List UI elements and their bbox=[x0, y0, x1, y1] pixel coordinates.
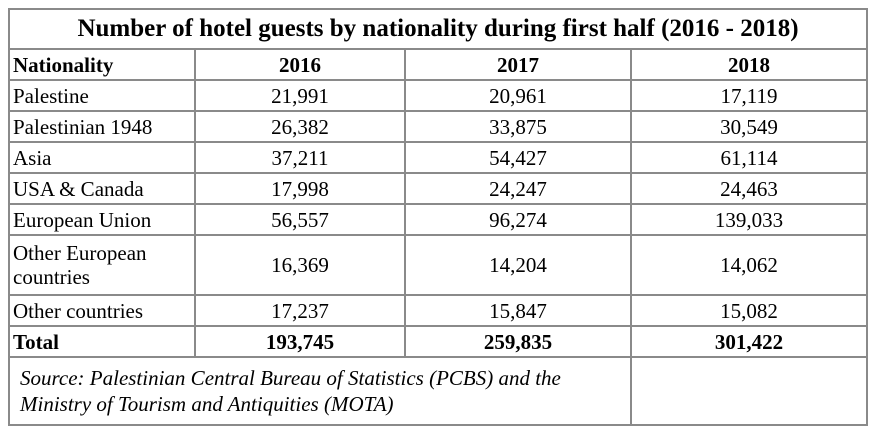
table-title: Number of hotel guests by nationality du… bbox=[7, 8, 869, 50]
cell-2018: 14,062 bbox=[629, 234, 869, 296]
cell-2017: 15,847 bbox=[404, 294, 632, 327]
total-row: Total 193,745 259,835 301,422 bbox=[8, 325, 869, 358]
row-nationality: Other countries bbox=[8, 294, 196, 327]
cell-2018: 17,119 bbox=[629, 79, 869, 112]
row-nationality: Asia bbox=[8, 141, 196, 174]
cell-2016: 26,382 bbox=[194, 110, 406, 143]
cell-2016: 21,991 bbox=[194, 79, 406, 112]
cell-2017: 20,961 bbox=[404, 79, 632, 112]
cell-2016: 17,237 bbox=[194, 294, 406, 327]
source-row: Source: Palestinian Central Bureau of St… bbox=[8, 356, 869, 426]
row-nationality: European Union bbox=[8, 203, 196, 236]
cell-2018: 61,114 bbox=[629, 141, 869, 174]
empty-cell bbox=[629, 356, 869, 426]
header-2018: 2018 bbox=[629, 48, 869, 81]
cell-2018: 30,549 bbox=[629, 110, 869, 143]
hotel-guests-table: Number of hotel guests by nationality du… bbox=[7, 8, 869, 426]
cell-2017: 96,274 bbox=[404, 203, 632, 236]
table-row: European Union 56,557 96,274 139,033 bbox=[8, 203, 869, 236]
table-row: Other countries 17,237 15,847 15,082 bbox=[8, 294, 869, 327]
header-row: Nationality 2016 2017 2018 bbox=[8, 48, 869, 81]
header-2017: 2017 bbox=[404, 48, 632, 81]
row-nationality: Palestine bbox=[8, 79, 196, 112]
table-row: Other European countries 16,369 14,204 1… bbox=[8, 234, 869, 296]
table-row: Palestine 21,991 20,961 17,119 bbox=[8, 79, 869, 112]
table-row: Palestinian 1948 26,382 33,875 30,549 bbox=[8, 110, 869, 143]
cell-2016: 17,998 bbox=[194, 172, 406, 205]
cell-2018: 15,082 bbox=[629, 294, 869, 327]
cell-2017: 54,427 bbox=[404, 141, 632, 174]
cell-2017: 33,875 bbox=[404, 110, 632, 143]
cell-2016: 56,557 bbox=[194, 203, 406, 236]
cell-2016: 16,369 bbox=[194, 234, 406, 296]
total-2017: 259,835 bbox=[404, 325, 632, 358]
table-container: Number of hotel guests by nationality du… bbox=[7, 8, 869, 426]
cell-2016: 37,211 bbox=[194, 141, 406, 174]
row-nationality: USA & Canada bbox=[8, 172, 196, 205]
header-nationality: Nationality bbox=[8, 48, 196, 81]
cell-2018: 139,033 bbox=[629, 203, 869, 236]
header-2016: 2016 bbox=[194, 48, 406, 81]
row-nationality: Other European countries bbox=[8, 234, 196, 296]
cell-2017: 24,247 bbox=[404, 172, 632, 205]
total-2018: 301,422 bbox=[629, 325, 869, 358]
row-nationality: Palestinian 1948 bbox=[8, 110, 196, 143]
title-row: Number of hotel guests by nationality du… bbox=[7, 8, 869, 50]
table-row: USA & Canada 17,998 24,247 24,463 bbox=[8, 172, 869, 205]
table-row: Asia 37,211 54,427 61,114 bbox=[8, 141, 869, 174]
cell-2018: 24,463 bbox=[629, 172, 869, 205]
total-label: Total bbox=[8, 325, 196, 358]
source-note: Source: Palestinian Central Bureau of St… bbox=[8, 356, 632, 426]
cell-2017: 14,204 bbox=[404, 234, 632, 296]
total-2016: 193,745 bbox=[194, 325, 406, 358]
